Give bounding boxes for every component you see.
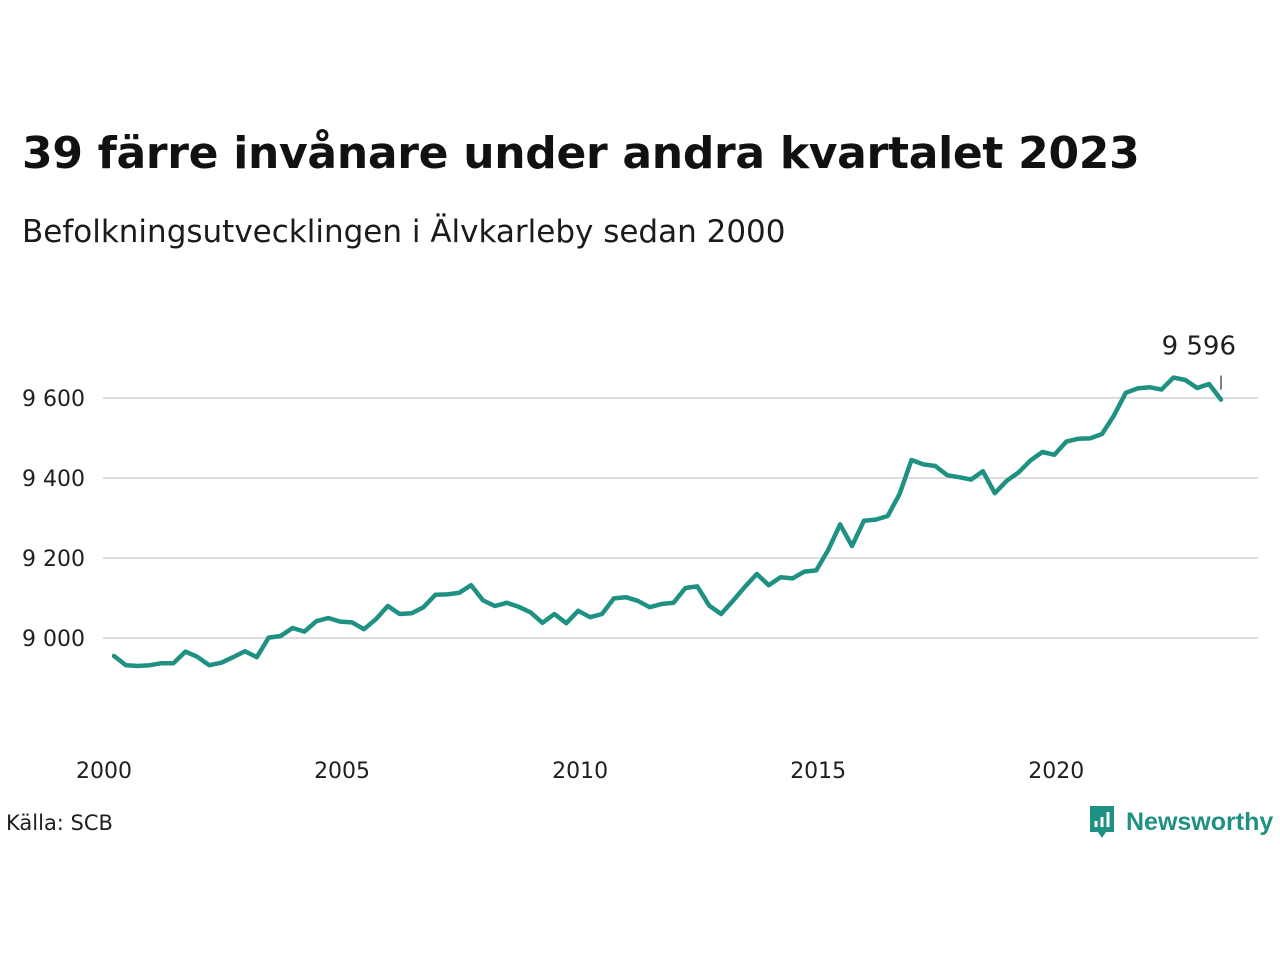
y-tick-label: 9 600	[22, 387, 85, 412]
newsworthy-logo-icon	[1090, 806, 1114, 838]
brand-name: Newsworthy	[1126, 807, 1274, 836]
y-tick-label: 9 000	[22, 627, 85, 652]
series-line	[111, 375, 1224, 669]
x-tick-label: 2005	[314, 759, 370, 784]
y-tick-label: 9 200	[22, 547, 85, 572]
y-tick-label: 9 400	[22, 467, 85, 492]
line-chart: 9 000 9 200 9 400 9 600 2000 2005 2010 2015 2020…	[22, 332, 1258, 784]
source-note: Källa: SCB	[6, 811, 113, 835]
x-tick-label: 2010	[552, 759, 608, 784]
last-value-label: 9 596	[1162, 332, 1236, 362]
chart-subtitle: Befolkningsutvecklingen i Älvkarleby sed…	[22, 214, 786, 250]
x-tick-label: 2015	[790, 759, 846, 784]
chart-title: 39 färre invånare under andra kvartalet …	[22, 128, 1140, 179]
x-tick-label: 2020	[1028, 759, 1084, 784]
x-tick-label: 2000	[76, 759, 132, 784]
brand-logo: Newsworthy	[1088, 804, 1273, 840]
